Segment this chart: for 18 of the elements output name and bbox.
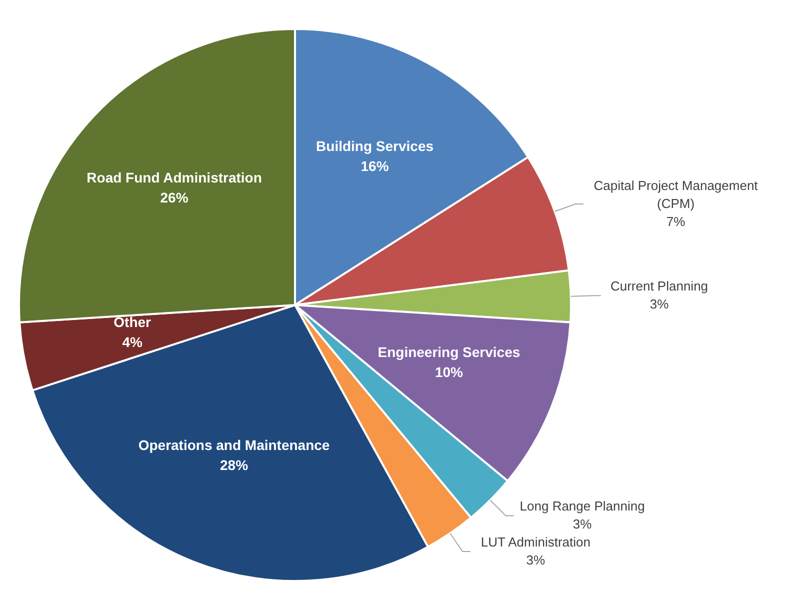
data-label: 26% xyxy=(160,190,189,206)
slice-label: Road Fund Administration xyxy=(86,170,262,186)
slice-label: Capital Project Management (CPM) xyxy=(594,178,758,212)
slice-label: LUT Administration xyxy=(480,534,590,550)
data-label: 3% xyxy=(572,516,592,532)
slice-label: Other xyxy=(114,314,152,330)
slice-label: Building Services xyxy=(316,138,434,154)
slice-label: Current Planning xyxy=(610,278,708,294)
data-label: 10% xyxy=(434,364,464,380)
data-label: 3% xyxy=(526,552,546,568)
slice-label: Long Range Planning xyxy=(520,498,645,514)
data-label: 3% xyxy=(650,296,670,312)
data-label: 7% xyxy=(666,214,686,230)
slice-label: Operations and Maintenance xyxy=(138,436,330,453)
data-label: 16% xyxy=(360,158,390,174)
slice-label: Engineering Services xyxy=(378,344,520,360)
data-label: 4% xyxy=(122,334,143,350)
data-label: 28% xyxy=(220,456,249,473)
